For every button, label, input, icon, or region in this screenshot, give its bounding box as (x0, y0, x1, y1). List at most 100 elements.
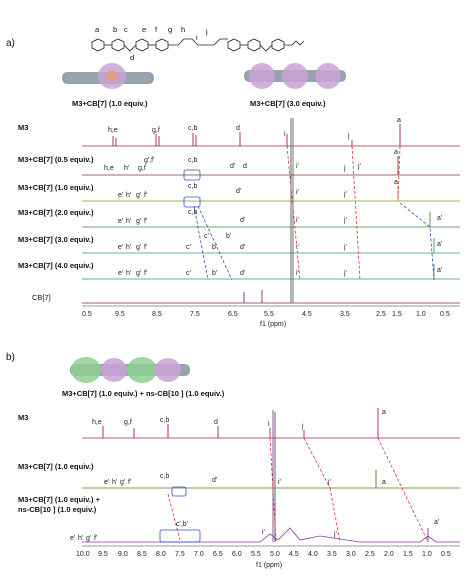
svg-text:i': i' (262, 529, 265, 536)
svg-text:g': g' (120, 479, 125, 486)
complex-illustration-left (62, 63, 154, 89)
svg-text:c,b: c,b (188, 125, 197, 132)
svg-text:h': h' (126, 244, 131, 251)
svg-text:1.5: 1.5 (392, 311, 402, 318)
svg-text:8.5: 8.5 (137, 551, 147, 558)
svg-text:c': c' (186, 244, 191, 251)
svg-text:b': b' (212, 270, 217, 277)
svg-text:3.0: 3.0 (346, 551, 356, 558)
svg-text:7.5: 7.5 (175, 551, 185, 558)
atom-e: e (142, 25, 146, 34)
svg-text:j': j' (343, 217, 347, 224)
a-highlight-box-1 (183, 169, 201, 181)
molecule-structure (91, 38, 305, 52)
svg-text:6.5: 6.5 (228, 311, 238, 318)
svg-text:5.5: 5.5 (264, 311, 274, 318)
svg-text:j': j' (343, 244, 347, 251)
svg-text:8.0: 8.0 (156, 551, 166, 558)
svg-text:c,b: c,b (160, 473, 169, 480)
svg-text:c': c' (204, 233, 209, 240)
panel-a-spectra (82, 145, 460, 304)
svg-text:7.5: 7.5 (190, 311, 200, 318)
svg-text:j': j' (343, 191, 347, 198)
a-row-label-3: M3+CB[7] (2.0 equiv.) (18, 208, 94, 217)
svg-text:d': d' (240, 244, 245, 251)
b-row-label-3: ns-CB[10 ] (1.0 equiv.) (18, 505, 97, 514)
svg-text:a': a' (437, 241, 442, 248)
b-row-label-2: M3+CB[7] (1.0 equiv.) + (18, 495, 101, 504)
b-row-label-1: M3+CB[7] (1.0 equiv.) (18, 462, 94, 471)
svg-text:3.5: 3.5 (327, 551, 337, 558)
atom-b: b (113, 25, 117, 34)
atom-g: g (168, 25, 172, 34)
b-row-label-0: M3 (18, 413, 28, 422)
svg-text:10.0: 10.0 (76, 551, 90, 558)
svg-text:1.5: 1.5 (403, 551, 413, 558)
svg-text:b': b' (226, 233, 231, 240)
svg-text:c,b: c,b (160, 417, 169, 424)
svg-text:b': b' (212, 244, 217, 251)
a-row-label-2: M3+CB[7] (1.0 equiv.) (18, 183, 94, 192)
svg-text:g': g' (86, 535, 91, 542)
panel-b-peaks (102, 408, 429, 542)
svg-text:e': e' (118, 244, 123, 251)
svg-text:c',b': c',b' (176, 521, 188, 528)
svg-text:f': f' (144, 218, 147, 225)
svg-text:h,e: h,e (92, 419, 102, 426)
svg-text:g': g' (136, 244, 141, 251)
svg-text:c,b: c,b (188, 209, 197, 216)
svg-text:f': f' (94, 535, 97, 542)
svg-text:i': i' (296, 163, 299, 170)
svg-text:0.5: 0.5 (440, 311, 450, 318)
svg-text:6.5: 6.5 (213, 551, 223, 558)
panel-b-label: b) (6, 352, 15, 363)
a-row-label-6: CB[7] (32, 293, 51, 302)
svg-text:e': e' (118, 192, 123, 199)
panel-b-dashed-lines (167, 437, 429, 543)
svg-text:e': e' (118, 270, 123, 277)
svg-text:2.0: 2.0 (384, 551, 394, 558)
svg-text:j': j' (327, 479, 331, 486)
svg-text:j: j (301, 423, 304, 430)
a-row-label-0: M3 (18, 123, 28, 132)
atom-c: c (124, 25, 128, 34)
panel-a-dashed-lines (193, 145, 435, 281)
svg-text:f': f' (128, 479, 131, 486)
svg-text:h': h' (112, 479, 117, 486)
b-highlight-box-1 (171, 486, 187, 497)
svg-text:9.5: 9.5 (98, 551, 108, 558)
atom-a: a (95, 25, 100, 34)
panel-a-peak-labels: h,e g,f c,b d i j a h,e h' g,f g',f' c,b… (104, 117, 442, 277)
a-x-ticks: 0.5 9.5 8.5 7.5 6.5 5.5 4.5 3.5 2.5 1.5 … (82, 311, 450, 318)
atom-d: d (130, 53, 134, 62)
svg-text:a': a' (437, 215, 442, 222)
svg-text:d': d' (240, 270, 245, 277)
svg-text:c,b: c,b (188, 183, 197, 190)
svg-text:j': j' (357, 163, 361, 170)
svg-text:i': i' (296, 244, 299, 251)
svg-text:h,e: h,e (108, 127, 118, 134)
svg-text:f': f' (144, 244, 147, 251)
svg-text:h': h' (126, 218, 131, 225)
svg-text:h': h' (126, 270, 131, 277)
svg-text:g,f: g,f (124, 419, 132, 426)
svg-text:g': g' (136, 192, 141, 199)
atom-h: h (181, 25, 185, 34)
svg-text:5.0: 5.0 (270, 551, 280, 558)
svg-text:a: a (394, 179, 398, 186)
svg-text:2.5: 2.5 (365, 551, 375, 558)
a-highlight-box-2 (183, 196, 201, 208)
svg-text:a': a' (434, 519, 439, 526)
svg-text:3.5: 3.5 (340, 311, 350, 318)
svg-text:e': e' (70, 535, 75, 542)
a-row-label-5: M3+CB[7] (4.0 equiv.) (18, 261, 94, 270)
panel-a-label: a) (6, 38, 15, 49)
a-row-label-1: M3+CB[7] (0.5 equiv.) (18, 155, 94, 164)
svg-text:d: d (236, 125, 240, 132)
svg-text:j': j' (333, 531, 337, 538)
b-x-ticks: 10.0 9.5 9.0 8.5 8.0 7.5 7.0 6.5 6.0 5.5… (76, 551, 451, 558)
svg-text:d': d' (212, 477, 217, 484)
svg-text:5.5: 5.5 (251, 551, 261, 558)
svg-text:g,f: g,f (152, 127, 160, 134)
